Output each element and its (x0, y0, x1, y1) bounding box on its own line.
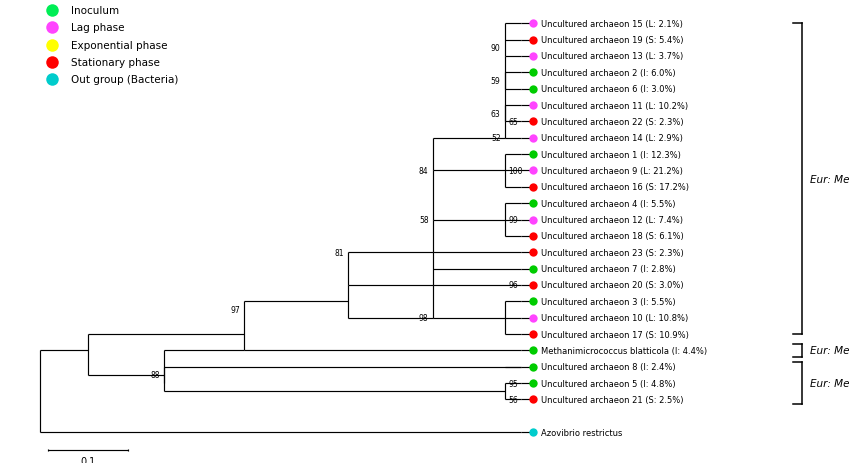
Text: 100: 100 (509, 167, 523, 175)
Text: 96: 96 (509, 281, 518, 290)
Text: 97: 97 (231, 306, 240, 314)
Text: Out group (Bacteria): Out group (Bacteria) (70, 75, 178, 85)
Text: Azovibrio restrictus: Azovibrio restrictus (541, 428, 621, 437)
Text: Inoculum: Inoculum (70, 6, 119, 16)
Text: Uncultured archaeon 19 (S: 5.4%): Uncultured archaeon 19 (S: 5.4%) (541, 36, 683, 45)
Text: 56: 56 (509, 395, 518, 404)
Text: Uncultured archaeon 7 (I: 2.8%): Uncultured archaeon 7 (I: 2.8%) (541, 264, 675, 274)
Text: Uncultured archaeon 2 (I: 6.0%): Uncultured archaeon 2 (I: 6.0%) (541, 69, 675, 78)
Text: Eur: Methanobacteria: Eur: Methanobacteria (810, 378, 849, 388)
Text: Uncultured archaeon 6 (I: 3.0%): Uncultured archaeon 6 (I: 3.0%) (541, 85, 675, 94)
Text: 99: 99 (509, 216, 518, 225)
Text: Uncultured archaeon 3 (I: 5.5%): Uncultured archaeon 3 (I: 5.5%) (541, 297, 675, 306)
Text: Eur: Methanococci: Eur: Methanococci (810, 346, 849, 356)
Text: 63: 63 (491, 109, 501, 119)
Text: Uncultured archaeon 16 (S: 17.2%): Uncultured archaeon 16 (S: 17.2%) (541, 183, 689, 192)
Text: Uncultured archaeon 8 (I: 2.4%): Uncultured archaeon 8 (I: 2.4%) (541, 363, 675, 371)
Text: Uncultured archaeon 22 (S: 2.3%): Uncultured archaeon 22 (S: 2.3%) (541, 118, 683, 127)
Text: Exponential phase: Exponential phase (70, 40, 167, 50)
Text: 84: 84 (419, 167, 429, 175)
Text: Uncultured archaeon 17 (S: 10.9%): Uncultured archaeon 17 (S: 10.9%) (541, 330, 689, 339)
Text: Uncultured archaeon 11 (L: 10.2%): Uncultured archaeon 11 (L: 10.2%) (541, 101, 688, 110)
Text: Lag phase: Lag phase (70, 23, 125, 33)
Text: Uncultured archaeon 18 (S: 6.1%): Uncultured archaeon 18 (S: 6.1%) (541, 232, 683, 241)
Text: 90: 90 (491, 44, 501, 53)
Text: 59: 59 (491, 77, 501, 86)
Text: Uncultured archaeon 5 (I: 4.8%): Uncultured archaeon 5 (I: 4.8%) (541, 379, 675, 388)
Text: Uncultured archaeon 20 (S: 3.0%): Uncultured archaeon 20 (S: 3.0%) (541, 281, 683, 290)
Text: 65: 65 (509, 118, 518, 127)
Text: Eur: Methanomicrobia: Eur: Methanomicrobia (810, 174, 849, 184)
Text: 95: 95 (509, 379, 518, 388)
Text: 52: 52 (491, 134, 501, 143)
Text: Uncultured archaeon 12 (L: 7.4%): Uncultured archaeon 12 (L: 7.4%) (541, 216, 683, 225)
Text: 81: 81 (335, 248, 345, 257)
Text: Uncultured archaeon 21 (S: 2.5%): Uncultured archaeon 21 (S: 2.5%) (541, 395, 683, 404)
Text: 0.1: 0.1 (81, 456, 96, 463)
Text: Methanimicrococcus blatticola (I: 4.4%): Methanimicrococcus blatticola (I: 4.4%) (541, 346, 706, 355)
Text: Uncultured archaeon 15 (L: 2.1%): Uncultured archaeon 15 (L: 2.1%) (541, 20, 683, 29)
Text: Uncultured archaeon 10 (L: 10.8%): Uncultured archaeon 10 (L: 10.8%) (541, 313, 688, 323)
Text: Uncultured archaeon 13 (L: 3.7%): Uncultured archaeon 13 (L: 3.7%) (541, 52, 683, 62)
Text: 58: 58 (419, 216, 429, 225)
Text: 98: 98 (419, 313, 429, 323)
Text: 88: 88 (151, 371, 160, 380)
Text: Stationary phase: Stationary phase (70, 57, 160, 68)
Text: Uncultured archaeon 4 (I: 5.5%): Uncultured archaeon 4 (I: 5.5%) (541, 199, 675, 208)
Text: Uncultured archaeon 23 (S: 2.3%): Uncultured archaeon 23 (S: 2.3%) (541, 248, 683, 257)
Text: Uncultured archaeon 9 (L: 21.2%): Uncultured archaeon 9 (L: 21.2%) (541, 167, 683, 175)
Text: Uncultured archaeon 1 (I: 12.3%): Uncultured archaeon 1 (I: 12.3%) (541, 150, 680, 159)
Text: Uncultured archaeon 14 (L: 2.9%): Uncultured archaeon 14 (L: 2.9%) (541, 134, 683, 143)
